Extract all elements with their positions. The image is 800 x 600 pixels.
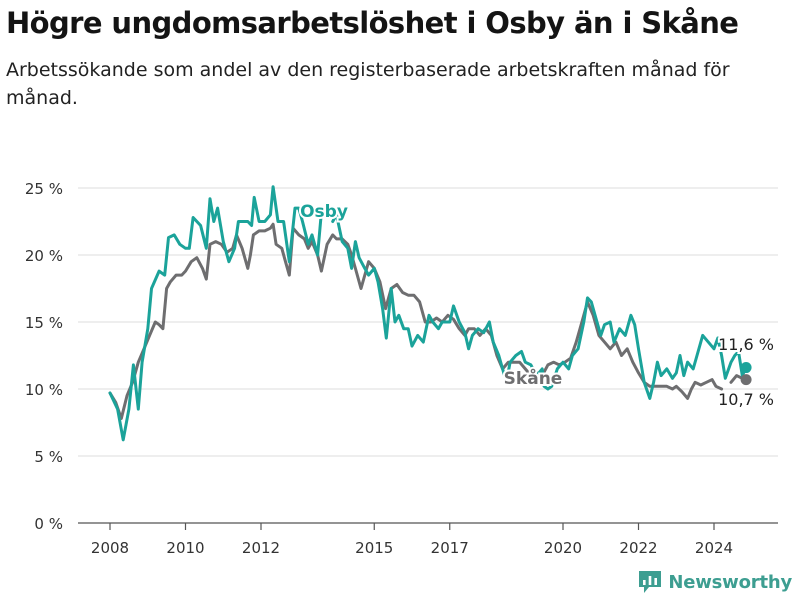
brand: Newsworthy [638, 570, 792, 594]
chart-title: Högre ungdomsarbetslöshet i Osby än i Sk… [6, 6, 739, 40]
x-tick-label: 2015 [355, 539, 393, 557]
y-tick-label: 15 % [25, 314, 63, 332]
x-tick-label: 2020 [544, 539, 582, 557]
x-tick-label: 2017 [431, 539, 469, 557]
x-tick-label: 2008 [91, 539, 129, 557]
end-point-osby [740, 362, 752, 374]
series-label-skane: Skåne [504, 367, 563, 389]
brand-name: Newsworthy [668, 571, 792, 593]
newsworthy-logo-icon [639, 571, 662, 593]
x-tick-label: 2010 [166, 539, 204, 557]
x-tick-label: 2012 [242, 539, 280, 557]
line-chart: 0 % 5 % 10 % 15 % 20 % 25 % 2008 2010 2012 2015 20… [25, 180, 778, 557]
y-tick-label: 20 % [25, 247, 63, 265]
end-label-skane: 10,7 % [718, 390, 774, 409]
chart-subtitle: Arbetssökande som andel av den registerb… [6, 59, 730, 109]
end-point-skane [740, 374, 752, 386]
x-tick-label: 2022 [619, 539, 657, 557]
series-line-osby [331, 213, 748, 400]
series-line-osby [108, 185, 323, 442]
y-tick-label: 25 % [25, 180, 63, 198]
x-tick-label: 2024 [695, 539, 733, 557]
y-tick-label: 0 % [34, 515, 63, 533]
y-tick-label: 10 % [25, 381, 63, 399]
series-line-skane [108, 222, 724, 420]
series-label-osby: Osby [300, 202, 348, 222]
end-label-osby: 11,6 % [718, 335, 774, 354]
y-tick-label: 5 % [34, 448, 63, 466]
